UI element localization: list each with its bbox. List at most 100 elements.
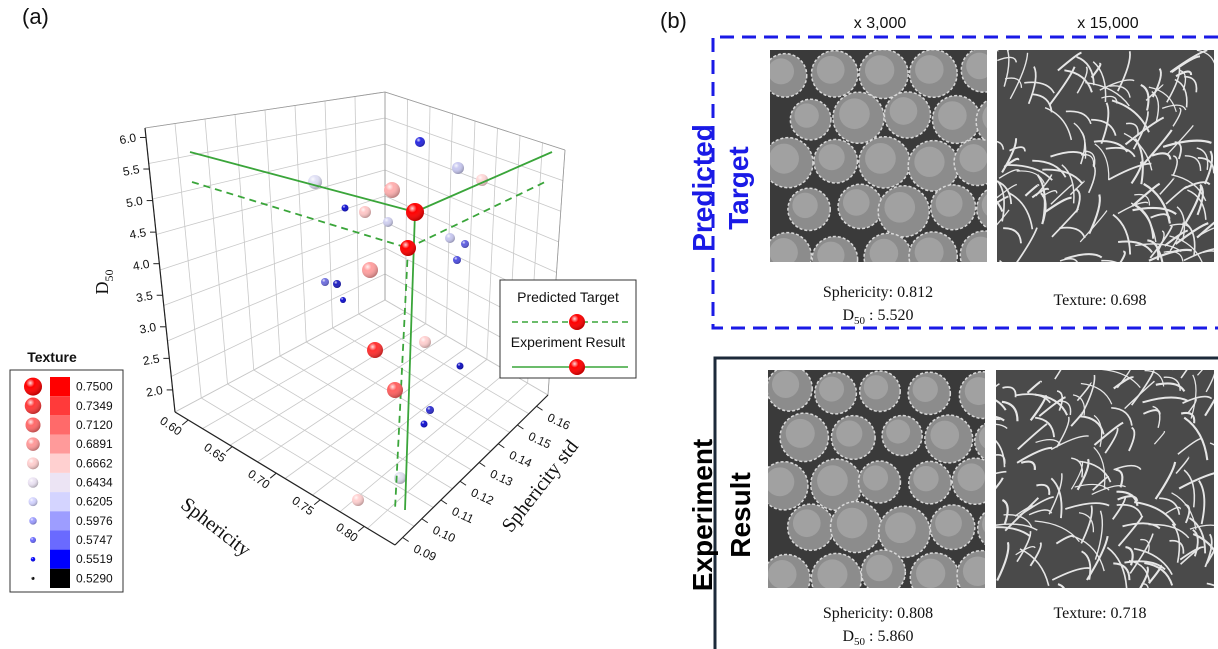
sem-particle-shade [793, 509, 821, 537]
scatter-shine [367, 342, 383, 358]
tick-mark [182, 420, 188, 425]
column-header: x 15,000 [1077, 15, 1138, 32]
row-title: Predicted [687, 124, 718, 252]
scatter-shine [426, 406, 434, 414]
caption-sub: 50 [854, 636, 866, 648]
caption: Texture: 0.698 [1053, 292, 1146, 309]
scatter-shine [352, 494, 364, 506]
sem-particle-shade [765, 467, 794, 496]
color-bin [50, 569, 70, 588]
scale-ball-shine [26, 437, 40, 451]
sem-image [953, 339, 1218, 615]
sem-flake [1101, 261, 1127, 275]
y-tick-label: 0.16 [545, 410, 572, 433]
scale-ball-shine [29, 497, 38, 506]
sem-particle-shade [768, 560, 797, 589]
scale-label: 0.6434 [76, 476, 113, 490]
z-tick-label: 2.5 [142, 351, 161, 368]
sem-particle-shade [930, 421, 959, 450]
sem-particle-shade [769, 238, 797, 266]
caption-main: D [842, 307, 854, 324]
sem-particle-shade [839, 98, 870, 129]
color-bin [50, 454, 70, 473]
sem-particle-shade [819, 377, 844, 402]
color-bin [50, 415, 70, 434]
scatter-shine [452, 162, 464, 174]
tick-mark [498, 444, 504, 448]
caption: Texture: 0.718 [1053, 605, 1146, 622]
wall-grid [149, 118, 385, 164]
scatter-shine [321, 278, 329, 286]
scale-ball-shine [29, 517, 37, 525]
wall-grid [153, 144, 386, 199]
z-tick-label: 4.0 [132, 257, 151, 274]
scale-label: 0.6662 [76, 456, 113, 470]
tick-mark [537, 406, 543, 410]
sem-particle-shade [965, 377, 993, 405]
sem-particle-shade [864, 375, 888, 399]
scale-label: 0.5976 [76, 514, 113, 528]
tick-mark [358, 526, 364, 531]
sem-particle-shade [915, 238, 944, 267]
sem-particle-shade [836, 420, 862, 446]
sem-particle-shade [792, 193, 817, 218]
panel-label: (a) [22, 4, 49, 29]
sem-particle-shade [794, 103, 818, 127]
sem-flake [1214, 587, 1218, 616]
tick-mark [422, 519, 428, 523]
sem-particle-shade [916, 559, 945, 588]
row-title: Target [723, 146, 754, 230]
y-tick-label: 0.11 [450, 504, 477, 526]
sem-image [763, 48, 1027, 282]
sem-particle-shade [914, 147, 944, 177]
sem-images [760, 11, 1218, 615]
wall-grid [295, 106, 306, 343]
caption: Sphericity: 0.808 [823, 605, 933, 622]
wall-grid [385, 118, 563, 181]
panel-label: (b) [660, 8, 687, 33]
floor-grid [368, 383, 528, 528]
tick-mark [479, 463, 485, 467]
x-tick-label: 0.60 [157, 414, 184, 439]
sem-particle-shade [819, 144, 845, 170]
color-bin [50, 492, 70, 511]
y-tick-label: 0.13 [488, 467, 515, 490]
wall-grid [325, 101, 333, 328]
scale-ball-shine [31, 557, 36, 562]
sem-particle-shade [884, 192, 915, 223]
wall-grid [487, 128, 498, 359]
floor-grid [280, 356, 472, 470]
sem-particle-shade [865, 55, 894, 84]
x-axis-title: Sphericity [177, 493, 255, 561]
box-edge [145, 92, 385, 128]
scale-ball-shine [32, 577, 35, 580]
scale-label: 0.7349 [76, 399, 113, 413]
x-tick-label: 0.80 [333, 520, 360, 545]
sem-particle-shade [865, 143, 896, 174]
legend-marker-shine [569, 359, 585, 375]
x-tick-label: 0.65 [201, 440, 228, 465]
scatter-shine [384, 182, 400, 198]
scatter-shine [421, 421, 428, 428]
sem-particle-shade [959, 144, 987, 172]
sem-particle-shade [817, 242, 844, 269]
caption-rest: : 5.860 [865, 628, 913, 645]
sem-particle-shade [772, 371, 799, 398]
sem-image [760, 366, 1020, 604]
z-tick-label: 2.0 [145, 383, 164, 400]
sem-flake [1000, 261, 1011, 297]
z-tick-label: 3.0 [138, 320, 157, 337]
color-bin [50, 396, 70, 415]
sem-particle-shade [915, 55, 944, 84]
sem-particle-shade [817, 465, 848, 496]
caption-rest: : 5.520 [865, 307, 913, 324]
scale-label: 0.5519 [76, 552, 113, 566]
tick-mark [441, 500, 447, 504]
scale-label: 0.6205 [76, 495, 113, 509]
sem-particle-shade [817, 559, 847, 589]
sem-particle-shade [769, 144, 799, 174]
z-tick-label: 5.0 [125, 194, 144, 211]
tick-mark [226, 447, 232, 452]
scale-ball-shine [25, 398, 42, 415]
color-bin [50, 435, 70, 454]
